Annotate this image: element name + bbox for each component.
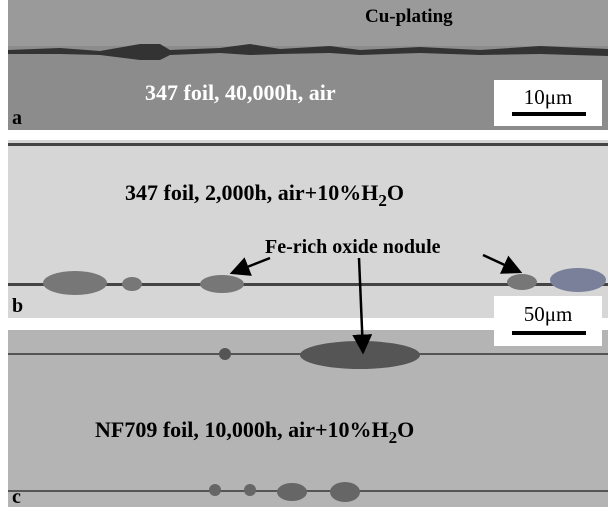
nodule <box>209 484 221 496</box>
panel-c: NF709 foil, 10,000h, air+10%H2O c <box>8 330 608 507</box>
nodule <box>300 341 420 369</box>
nodule <box>550 268 606 292</box>
panel-letter: a <box>12 107 22 129</box>
panel-letter: c <box>12 486 21 507</box>
nodule <box>277 483 307 501</box>
nodule <box>43 271 107 295</box>
surface-line <box>8 143 608 146</box>
nodule <box>244 484 256 496</box>
nodule <box>122 277 142 291</box>
scale-label: 10μm <box>524 85 573 109</box>
nodule <box>200 275 244 293</box>
figure: Cu-plating 347 foil, 40,000h, air a 10μm… <box>0 0 608 507</box>
scale-bar <box>512 331 586 335</box>
panel-a: Cu-plating 347 foil, 40,000h, air a 10μm <box>8 0 608 130</box>
annotation: Fe-rich oxide nodule <box>265 236 441 258</box>
panel-letter: b <box>12 295 23 317</box>
scale-bar <box>512 112 586 116</box>
nodule <box>507 274 537 290</box>
scale-label: 50μm <box>524 302 573 326</box>
layer-label: Cu-plating <box>365 6 453 27</box>
caption: 347 foil, 40,000h, air <box>145 80 336 105</box>
nodule <box>219 348 231 360</box>
plating-layer <box>8 0 608 46</box>
nodule <box>330 482 360 502</box>
panel-b: 347 foil, 2,000h, air+10%H2O Fe-rich oxi… <box>8 140 608 318</box>
oxide-line <box>8 490 608 492</box>
